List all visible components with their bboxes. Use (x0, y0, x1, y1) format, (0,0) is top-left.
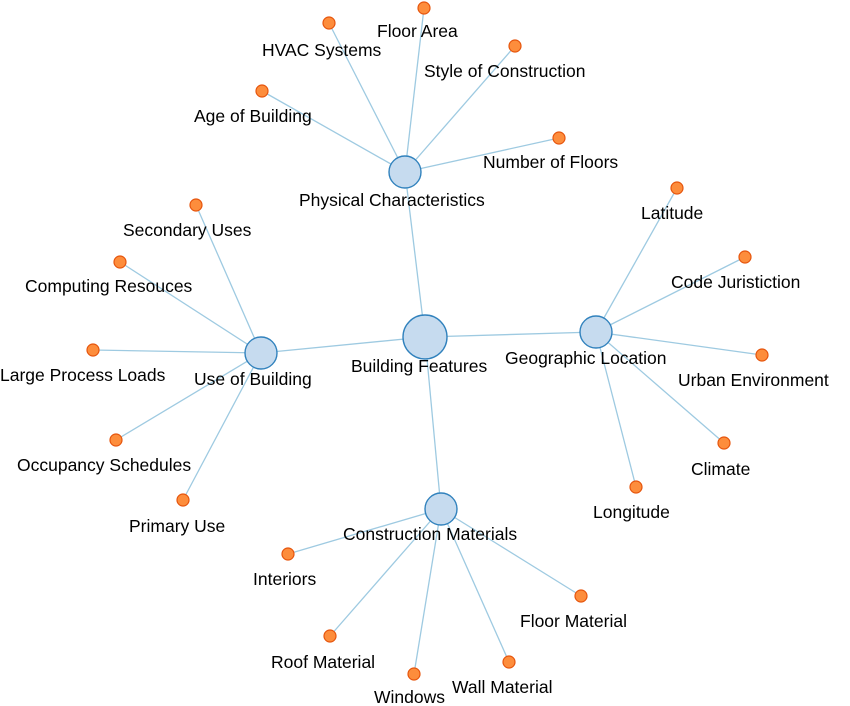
leaf-node-code-juristiction[interactable] (738, 250, 752, 264)
leaf-node-floor-material[interactable] (574, 589, 588, 603)
hub-label-construction-materials: Construction Materials (343, 524, 517, 544)
link-construction-materials-to-floor-material (440, 508, 582, 597)
link-physical-characteristics-to-style-of-construction (404, 45, 516, 173)
leaf-node-large-process-loads[interactable] (86, 343, 100, 357)
leaf-label-wall-material: Wall Material (452, 677, 552, 697)
leaf-node-age-of-building[interactable] (255, 84, 269, 98)
hub-label-use-of-building: Use of Building (194, 369, 312, 389)
leaf-label-large-process-loads: Large Process Loads (0, 365, 166, 385)
leaf-label-style-of-construction: Style of Construction (424, 61, 585, 81)
hub-node-construction-materials[interactable] (424, 492, 458, 526)
link-root-to-geographic-location (424, 331, 597, 338)
hub-node-physical-characteristics[interactable] (388, 155, 422, 189)
link-use-of-building-to-occupancy-schedules (115, 352, 262, 441)
link-construction-materials-to-roof-material (329, 508, 442, 637)
leaf-label-primary-use: Primary Use (129, 516, 225, 536)
hub-node-use-of-building[interactable] (244, 336, 278, 370)
leaf-label-secondary-uses: Secondary Uses (123, 220, 252, 240)
leaf-node-longitude[interactable] (629, 480, 643, 494)
leaf-label-roof-material: Roof Material (271, 652, 375, 672)
leaf-node-computing-resouces[interactable] (113, 255, 127, 269)
root-label: Building Features (351, 356, 487, 376)
hub-label-physical-characteristics: Physical Characteristics (299, 190, 485, 210)
link-physical-characteristics-to-age-of-building (261, 90, 406, 173)
leaf-node-primary-use[interactable] (176, 493, 190, 507)
hub-label-geographic-location: Geographic Location (505, 348, 667, 368)
leaf-node-floor-area[interactable] (417, 1, 431, 15)
leaf-label-computing-resouces: Computing Resouces (25, 276, 193, 296)
link-construction-materials-to-interiors (287, 508, 442, 555)
root-node-building-features[interactable] (402, 314, 448, 360)
leaf-node-interiors[interactable] (281, 547, 295, 561)
leaf-label-floor-material: Floor Material (520, 611, 627, 631)
leaf-label-longitude: Longitude (593, 502, 670, 522)
link-physical-characteristics-to-floor-area (404, 7, 425, 173)
link-construction-materials-to-windows (413, 508, 442, 675)
leaf-node-windows[interactable] (407, 667, 421, 681)
link-physical-characteristics-to-hvac-systems (328, 22, 406, 173)
leaf-node-wall-material[interactable] (502, 655, 516, 669)
leaf-node-latitude[interactable] (670, 181, 684, 195)
leaf-label-latitude: Latitude (641, 203, 703, 223)
link-construction-materials-to-wall-material (440, 508, 510, 663)
hub-node-geographic-location[interactable] (579, 315, 613, 349)
leaf-label-code-juristiction: Code Juristiction (671, 272, 800, 292)
leaf-node-roof-material[interactable] (323, 629, 337, 643)
leaf-label-interiors: Interiors (253, 569, 316, 589)
leaf-label-number-of-floors: Number of Floors (483, 152, 618, 172)
link-use-of-building-to-secondary-uses (195, 204, 262, 354)
leaf-node-occupancy-schedules[interactable] (109, 433, 123, 447)
leaf-node-urban-environment[interactable] (755, 348, 769, 362)
nodes-layer (86, 1, 769, 681)
link-root-to-use-of-building (260, 336, 426, 354)
leaf-node-number-of-floors[interactable] (552, 131, 566, 145)
leaf-label-urban-environment: Urban Environment (678, 370, 829, 390)
link-geographic-location-to-climate (595, 331, 725, 444)
leaf-label-floor-area: Floor Area (377, 21, 458, 41)
link-geographic-location-to-latitude (595, 187, 678, 333)
links-layer (92, 7, 763, 675)
leaf-label-climate: Climate (691, 459, 750, 479)
leaf-label-hvac-systems: HVAC Systems (262, 40, 382, 60)
link-use-of-building-to-computing-resouces (119, 261, 262, 354)
link-root-to-physical-characteristics (404, 171, 426, 338)
link-use-of-building-to-primary-use (182, 352, 262, 501)
link-geographic-location-to-longitude (595, 331, 637, 488)
leaf-label-windows: Windows (374, 687, 445, 706)
link-geographic-location-to-urban-environment (595, 331, 763, 356)
leaf-node-style-of-construction[interactable] (508, 39, 522, 53)
leaf-node-climate[interactable] (717, 436, 731, 450)
leaf-label-occupancy-schedules: Occupancy Schedules (17, 455, 191, 475)
link-physical-characteristics-to-number-of-floors (404, 137, 560, 173)
leaf-label-age-of-building: Age of Building (194, 106, 312, 126)
link-use-of-building-to-large-process-loads (92, 349, 262, 354)
leaf-node-secondary-uses[interactable] (189, 198, 203, 212)
leaf-node-hvac-systems[interactable] (322, 16, 336, 30)
link-root-to-construction-materials (424, 336, 442, 510)
link-geographic-location-to-code-juristiction (595, 256, 746, 333)
